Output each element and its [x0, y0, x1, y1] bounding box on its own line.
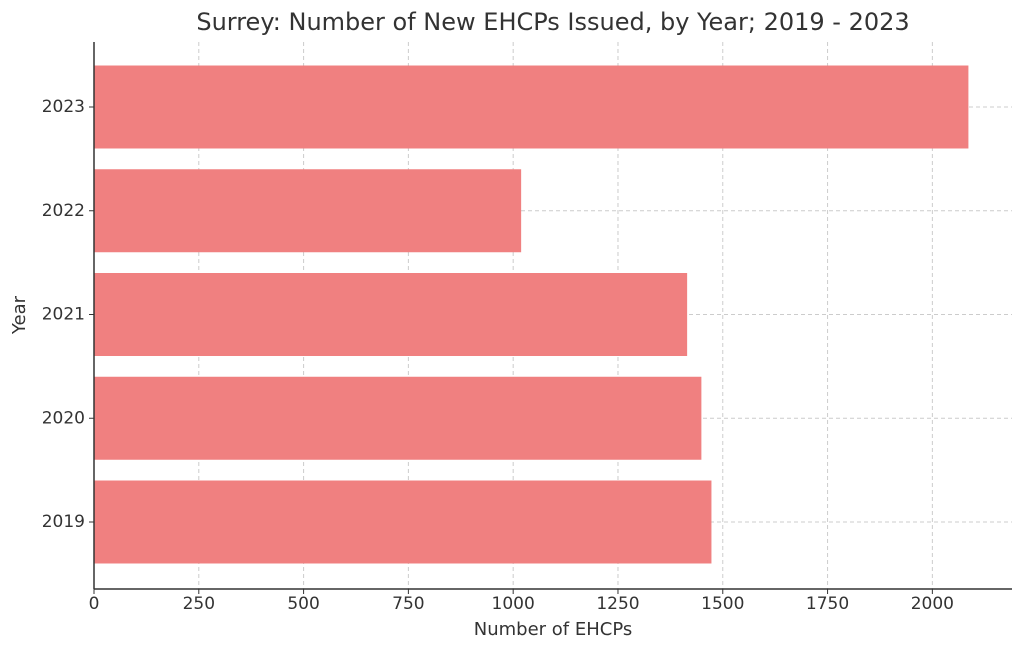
y-tick-label: 2021 — [42, 305, 85, 325]
bar — [94, 169, 522, 253]
x-tick-label: 0 — [89, 594, 100, 614]
x-tick-label: 1000 — [492, 594, 535, 614]
y-axis-label: Year — [9, 295, 30, 335]
y-tick-label: 2020 — [42, 408, 85, 428]
bar — [94, 273, 688, 356]
x-tick-label: 500 — [287, 594, 319, 614]
y-tick-label: 2022 — [42, 201, 85, 221]
x-tick-label: 750 — [392, 594, 424, 614]
bar — [94, 376, 702, 460]
y-tick-label: 2019 — [42, 512, 85, 532]
bar — [94, 480, 712, 564]
x-tick-label: 1500 — [701, 594, 744, 614]
x-tick-label: 2000 — [911, 594, 954, 614]
x-tick-label: 1250 — [596, 594, 639, 614]
chart-title: Surrey: Number of New EHCPs Issued, by Y… — [196, 8, 909, 36]
x-axis-label: Number of EHCPs — [474, 619, 633, 640]
x-tick-label: 250 — [183, 594, 215, 614]
y-tick-label: 2023 — [42, 97, 85, 117]
x-tick-label: 1750 — [806, 594, 849, 614]
bar — [94, 65, 969, 149]
